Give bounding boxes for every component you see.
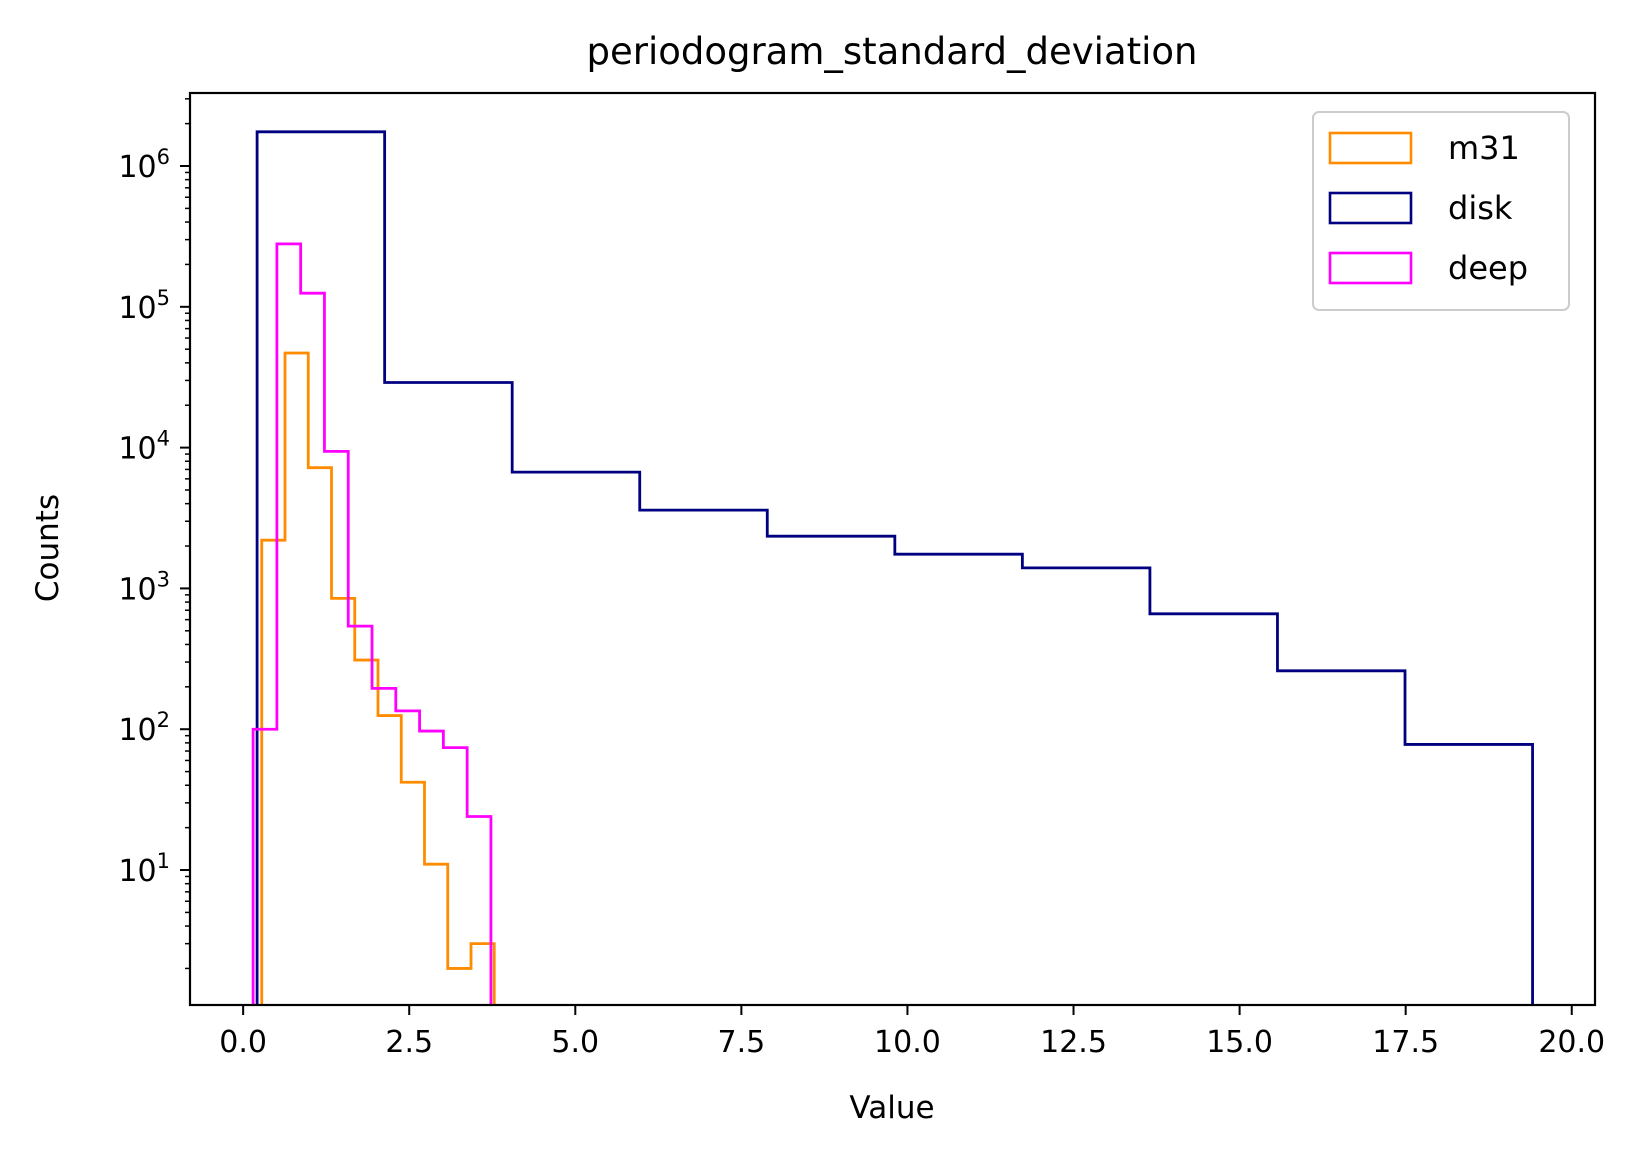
chart-title: periodogram_standard_deviation [586,30,1197,73]
x-tick-label: 7.5 [718,1025,766,1060]
legend-box [1312,111,1570,311]
x-tick-label: 2.5 [385,1025,433,1060]
series-layer [251,130,1534,1005]
legend-label-m31: m31 [1448,129,1520,167]
histogram-disk [255,130,1534,1005]
x-tick-label: 17.5 [1372,1025,1439,1060]
x-tick-label: 10.0 [874,1025,941,1060]
y-tick-label: 105 [118,286,170,326]
x-tick-label: 12.5 [1040,1025,1107,1060]
axes-layer: 0.0 2.5 5.0 7.5 10.0 12.5 15.0 17.5 20.0 101 102 10… [118,91,1605,1060]
y-tick-label: 102 [118,708,170,748]
series-group [251,130,1534,1005]
x-tick-label: 5.0 [551,1025,599,1060]
legend-swatch-m31 [1328,131,1413,165]
legend-label-deep: deep [1448,249,1528,287]
x-tick-label: 0.0 [219,1025,267,1060]
x-axis-label: Value [849,1090,934,1126]
legend: m31 disk deep [1312,111,1570,311]
legend-swatch-disk [1328,191,1413,225]
legend-swatch-deep [1328,251,1413,285]
y-tick-label: 101 [118,849,170,889]
y-tick-label: 103 [118,567,170,607]
legend-label-disk: disk [1448,189,1513,227]
histogram-deep [251,242,493,1005]
axes-frame [188,91,1597,1007]
x-tick-label: 15.0 [1206,1025,1273,1060]
x-tick-label: 20.0 [1538,1025,1605,1060]
y-tick-label: 104 [118,427,170,467]
y-tick-label: 106 [118,145,170,185]
y-axis-label: Counts [30,494,66,602]
